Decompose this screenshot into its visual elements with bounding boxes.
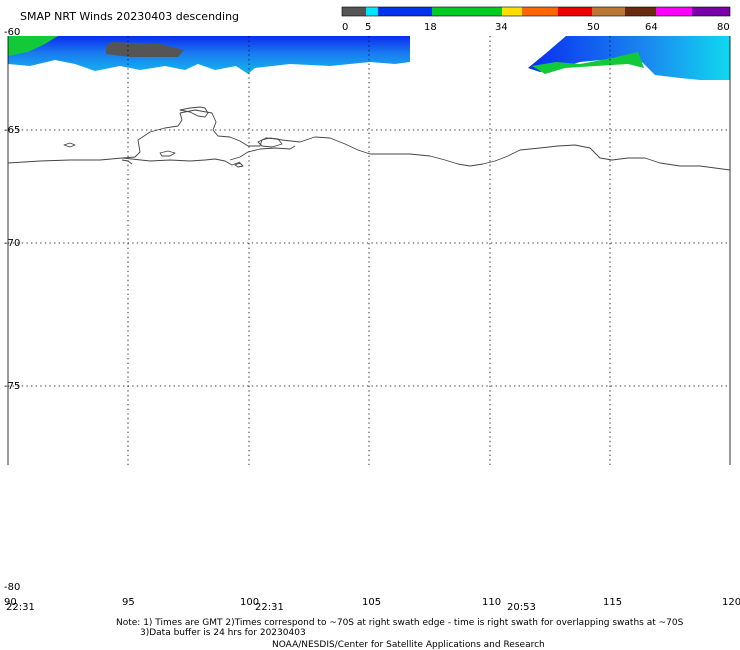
- colorbar-label: 18: [424, 22, 437, 33]
- colorbar-cell: [592, 7, 625, 16]
- lat-label: -80: [4, 582, 20, 593]
- colorbar-cell: [558, 7, 592, 16]
- swath-right: [528, 36, 730, 80]
- colorbar-label: 0: [342, 22, 348, 33]
- colorbar-cell: [502, 7, 522, 16]
- lon-label: 90: [4, 597, 17, 608]
- footnote-line-1: Note: 1) Times are GMT 2)Times correspon…: [116, 618, 684, 628]
- colorbar-cell: [366, 7, 378, 16]
- swath-left: [8, 36, 410, 74]
- credit-line: NOAA/NESDIS/Center for Satellite Applica…: [272, 640, 545, 650]
- colorbar-cell: [625, 7, 656, 16]
- colorbar-cell: [432, 7, 502, 16]
- colorbar-cell: [522, 7, 558, 16]
- footnote-line-2: 3)Data buffer is 24 hrs for 20230403: [140, 628, 306, 638]
- map-frame: [7, 36, 731, 465]
- lat-label: -60: [4, 27, 20, 38]
- lon-label: 110: [482, 597, 501, 608]
- longitude-labels: 90 95 100 105 110 115 120: [4, 597, 740, 608]
- antarctic-coastline: [7, 106, 731, 171]
- time-label: 22:31: [255, 602, 284, 613]
- lon-label: 120: [722, 597, 740, 608]
- lon-label: 100: [240, 597, 259, 608]
- colorbar-cell: [656, 7, 692, 16]
- colorbar-label: 34: [495, 22, 508, 33]
- colorbar-label: 5: [365, 22, 371, 33]
- lon-label: 115: [603, 597, 622, 608]
- map-title: SMAP NRT Winds 20230403 descending: [20, 10, 239, 23]
- colorbar-label: 80: [717, 22, 730, 33]
- latitude-labels: -60 -65 -70 -75 -80: [4, 27, 20, 593]
- colorbar-cell: [692, 7, 730, 16]
- lon-label: 105: [362, 597, 381, 608]
- time-label: 20:53: [507, 602, 536, 613]
- colorbar-label: 50: [587, 22, 600, 33]
- lat-label: -75: [4, 381, 20, 392]
- swath-time-labels: 22:31 22:31 20:53: [6, 602, 536, 613]
- colorbar-cell: [378, 7, 432, 16]
- lat-label: -70: [4, 238, 20, 249]
- lat-lon-grid: [8, 36, 730, 465]
- lon-label: 95: [122, 597, 135, 608]
- colorbar-label: 64: [645, 22, 658, 33]
- lat-label: -65: [4, 125, 20, 136]
- time-label: 22:31: [6, 602, 35, 613]
- colorbar-cell: [342, 7, 366, 16]
- colorbar: 0 5 18 34 50 64 80: [341, 6, 731, 33]
